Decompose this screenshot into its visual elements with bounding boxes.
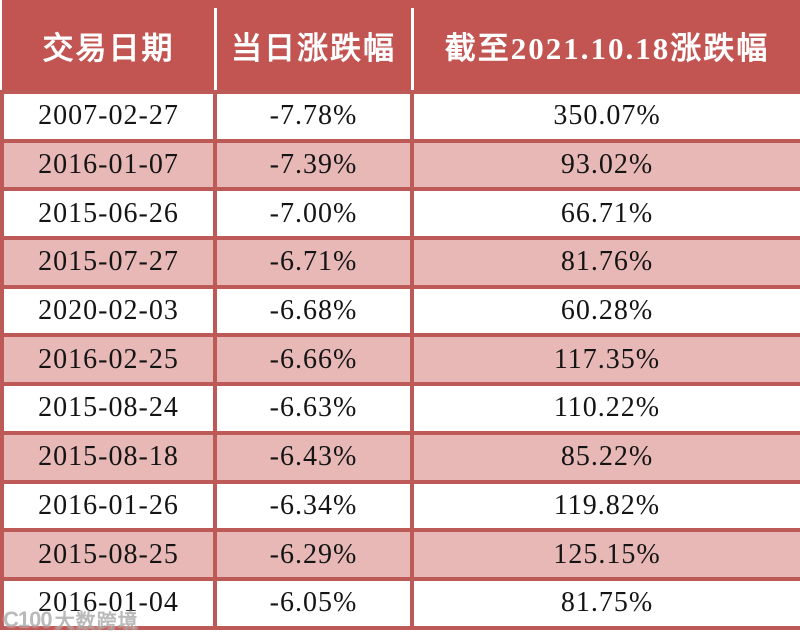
daily-change-cell: -7.39% bbox=[213, 138, 414, 192]
trade-date-cell: 2020-02-03 bbox=[0, 284, 217, 338]
daily-change-cell: -6.68% bbox=[213, 284, 414, 338]
cumulative-change-cell: 60.28% bbox=[410, 284, 800, 338]
trade-date-cell: 2016-02-25 bbox=[0, 333, 217, 387]
cumulative-change-cell: 66.71% bbox=[410, 187, 800, 241]
cumulative-change-cell: 81.75% bbox=[410, 576, 800, 630]
header-trade-date: 交易日期 bbox=[2, 0, 217, 92]
table-row: 2015-06-26 -7.00% 66.71% bbox=[0, 187, 800, 241]
daily-change-cell: -6.34% bbox=[213, 479, 414, 533]
header-row: 交易日期 当日涨跌幅 截至2021.10.18涨跌幅 bbox=[2, 0, 800, 92]
daily-change-cell: -6.71% bbox=[213, 236, 414, 289]
daily-change-cell: -6.43% bbox=[213, 430, 414, 484]
cumulative-change-cell: 125.15% bbox=[410, 528, 800, 581]
trade-date-cell: 2015-08-18 bbox=[0, 430, 217, 484]
cumulative-change-cell: 93.02% bbox=[410, 138, 800, 192]
cumulative-change-cell: 119.82% bbox=[410, 479, 800, 533]
table-row: 2015-08-25 -6.29% 125.15% bbox=[0, 528, 800, 581]
trade-date-cell: 2016-01-07 bbox=[0, 138, 217, 192]
table-row: 2016-01-26 -6.34% 119.82% bbox=[0, 479, 800, 533]
trade-date-cell: 2015-08-25 bbox=[0, 528, 217, 581]
trade-date-cell: 2015-06-26 bbox=[0, 187, 217, 241]
daily-change-cell: -6.29% bbox=[213, 528, 414, 581]
daily-change-cell: -6.63% bbox=[213, 382, 414, 435]
table-body: 2007-02-27 -7.78% 350.07% 2016-01-07 -7.39% 9… bbox=[0, 90, 800, 630]
trade-date-cell: 2016-01-26 bbox=[0, 479, 217, 533]
trade-date-cell: 2016-01-04 bbox=[0, 576, 217, 630]
cumulative-change-cell: 110.22% bbox=[410, 382, 800, 435]
cumulative-change-cell: 81.76% bbox=[410, 236, 800, 289]
table-row: 2016-01-04 -6.05% 81.75% bbox=[0, 576, 800, 630]
table-row: 2015-08-24 -6.63% 110.22% bbox=[0, 382, 800, 435]
daily-change-cell: -6.66% bbox=[213, 333, 414, 387]
daily-change-cell: -7.78% bbox=[213, 90, 414, 143]
table-row: 2020-02-03 -6.68% 60.28% bbox=[0, 284, 800, 338]
trade-date-cell: 2015-07-27 bbox=[0, 236, 217, 289]
table-row: 2016-01-07 -7.39% 93.02% bbox=[0, 138, 800, 192]
trade-date-cell: 2015-08-24 bbox=[0, 382, 217, 435]
cumulative-change-cell: 117.35% bbox=[410, 333, 800, 387]
daily-change-cell: -7.00% bbox=[213, 187, 414, 241]
table-row: 2015-07-27 -6.71% 81.76% bbox=[0, 236, 800, 289]
table-row: 2007-02-27 -7.78% 350.07% bbox=[0, 90, 800, 143]
trade-date-cell: 2007-02-27 bbox=[0, 90, 217, 143]
cumulative-change-cell: 85.22% bbox=[410, 430, 800, 484]
daily-change-cell: -6.05% bbox=[213, 576, 414, 630]
header-daily-change: 当日涨跌幅 bbox=[215, 0, 414, 92]
header-cumulative-change: 截至2021.10.18涨跌幅 bbox=[412, 0, 800, 92]
table-row: 2015-08-18 -6.43% 85.22% bbox=[0, 430, 800, 484]
table-row: 2016-02-25 -6.66% 117.35% bbox=[0, 333, 800, 387]
cumulative-change-cell: 350.07% bbox=[410, 90, 800, 143]
